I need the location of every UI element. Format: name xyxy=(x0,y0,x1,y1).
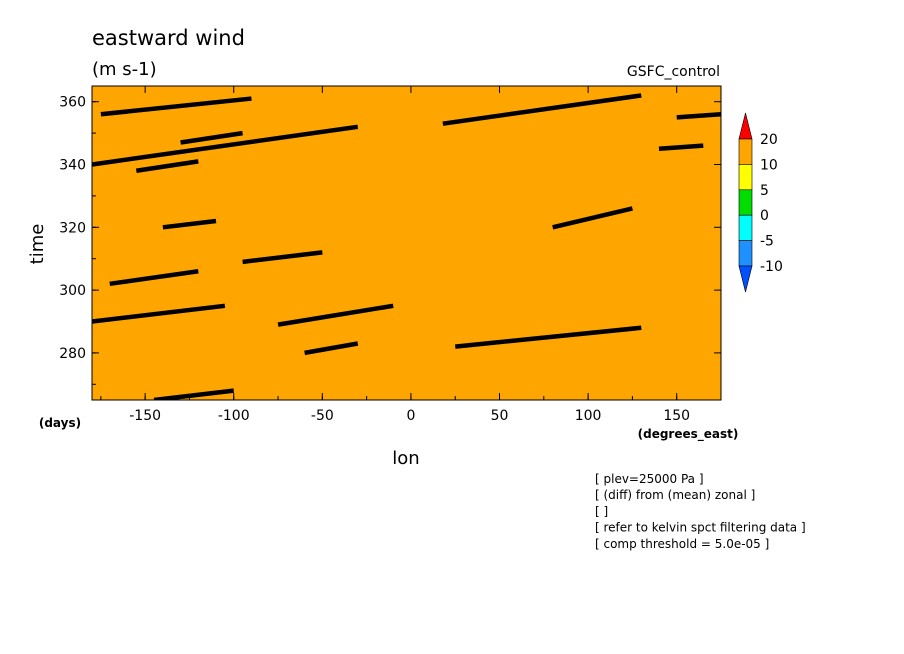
plot-frame xyxy=(91,85,722,401)
chart-units: (m s-1) xyxy=(92,59,157,80)
kelvin-contour-line xyxy=(180,130,243,145)
field-layer xyxy=(92,86,721,400)
colorbar-label: -10 xyxy=(760,259,783,275)
annotations: [ plev=25000 Pa ] [ (diff) from (mean) zo… xyxy=(595,472,806,551)
x-tick-label: -100 xyxy=(218,408,250,424)
x-tick-label: -150 xyxy=(129,408,161,424)
kelvin-contour-line xyxy=(676,112,721,120)
colorbar-swatch xyxy=(738,265,753,293)
colorbar-label: 0 xyxy=(760,208,769,224)
colorbar-swatch xyxy=(738,214,753,241)
annotation-line: [ plev=25000 Pa ] xyxy=(595,472,704,486)
annotation-line: [ comp threshold = 5.0e-05 ] xyxy=(595,537,769,551)
kelvin-contour-line xyxy=(304,341,359,356)
y-units-label: (days) xyxy=(39,416,81,430)
plot-area: -150 -100 -50 0 50 100 150 280 300 320 340 360 xyxy=(59,85,722,424)
kelvin-contour-line xyxy=(153,388,235,400)
kelvin-contour-line xyxy=(552,206,633,230)
x-tick-label: 50 xyxy=(491,408,509,424)
annotation-line: [ (diff) from (mean) zonal ] xyxy=(595,488,755,502)
kelvin-contour-line xyxy=(100,96,252,117)
x-tick-label: -50 xyxy=(311,408,334,424)
x-units-label: (degrees_east) xyxy=(638,427,739,442)
contour-lines xyxy=(92,93,721,400)
y-tick-label: 280 xyxy=(59,346,86,362)
x-axis-label: lon xyxy=(392,448,419,469)
colorbar-label: 5 xyxy=(760,183,769,199)
kelvin-contour-line xyxy=(658,143,704,152)
colorbar-swatch xyxy=(738,189,753,216)
kelvin-contour-line xyxy=(162,218,217,230)
x-tick-label: 0 xyxy=(406,408,415,424)
colorbar-swatch xyxy=(738,240,753,267)
x-axis: -150 -100 -50 0 50 100 150 xyxy=(100,86,722,424)
y-tick-label: 360 xyxy=(59,95,86,111)
kelvin-contour-line xyxy=(109,269,199,287)
y-axis-label: time xyxy=(27,224,48,265)
chart-title: eastward wind xyxy=(92,26,245,50)
kelvin-contour-line xyxy=(242,250,323,265)
colorbar-label: -5 xyxy=(760,234,774,250)
kelvin-contour-line xyxy=(135,159,199,174)
colorbar-label: 20 xyxy=(760,132,778,148)
chart-source: GSFC_control xyxy=(627,64,720,80)
colorbar-swatch xyxy=(738,138,753,165)
colorbar: 20 10 5 0 -5 -10 xyxy=(738,112,783,293)
y-tick-label: 300 xyxy=(59,283,86,299)
colorbar-swatch xyxy=(738,112,753,140)
kelvin-contour-line xyxy=(92,124,359,167)
colorbar-swatch xyxy=(738,164,753,191)
annotation-line: [ refer to kelvin spct filtering data ] xyxy=(595,521,806,535)
wind-field xyxy=(92,86,721,400)
kelvin-contour-line xyxy=(454,325,642,349)
annotation-line: [ ] xyxy=(595,504,608,518)
y-tick-label: 340 xyxy=(59,158,86,174)
x-tick-label: 150 xyxy=(663,408,690,424)
x-tick-label: 100 xyxy=(575,408,602,424)
kelvin-contour-line xyxy=(442,93,642,126)
colorbar-label: 10 xyxy=(760,157,778,173)
y-tick-label: 320 xyxy=(59,220,86,236)
kelvin-contour-line xyxy=(277,303,394,327)
y-axis: 280 300 320 340 360 xyxy=(59,95,721,385)
kelvin-contour-line xyxy=(92,303,226,324)
